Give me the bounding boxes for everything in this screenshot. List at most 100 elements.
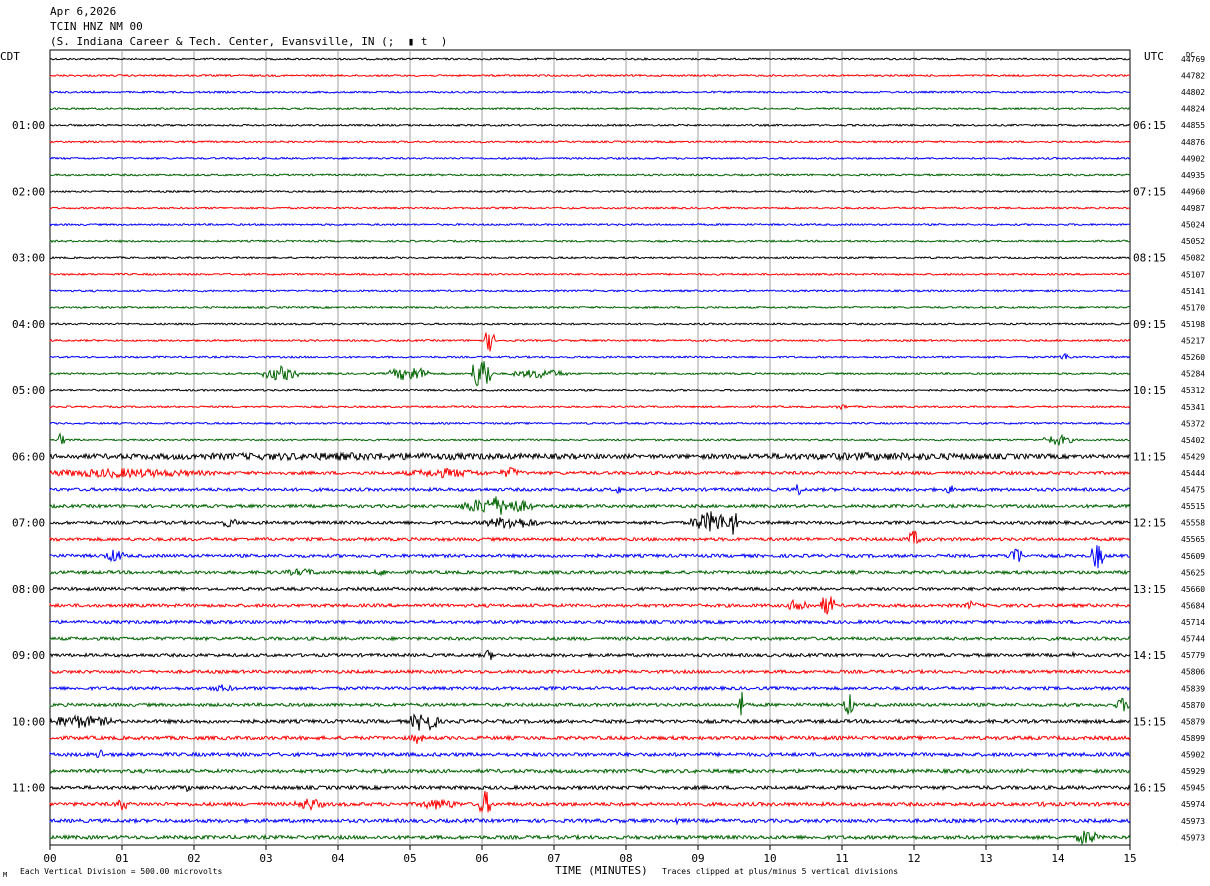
seismic-trace (49, 635, 1131, 642)
cdt-time-label: 01:00 (12, 119, 45, 132)
x-tick-label: 01 (115, 852, 128, 865)
seismic-trace (49, 816, 1131, 826)
x-tick-label: 04 (331, 852, 345, 865)
seismic-trace (49, 466, 1131, 479)
seismic-trace (49, 568, 1130, 577)
seismic-trace (49, 484, 1131, 496)
seismic-trace (49, 421, 1131, 426)
grid-lines (49, 49, 1131, 850)
x-tick-label: 06 (475, 852, 488, 865)
seismic-trace (49, 222, 1131, 227)
seismic-trace (49, 733, 1131, 744)
dc-value-label: 45806 (1181, 668, 1205, 677)
dc-value-label: 45609 (1181, 552, 1205, 561)
cdt-time-label: 06:00 (12, 450, 45, 463)
seismic-trace (49, 361, 1131, 387)
dc-value-label: 45444 (1181, 469, 1205, 478)
utc-time-label: 10:15 (1133, 384, 1166, 397)
seismic-trace (49, 585, 1131, 593)
seismic-trace (49, 691, 1131, 716)
utc-axis-label: UTC (1144, 50, 1164, 63)
seismic-trace (49, 388, 1131, 393)
dc-value-label: 45170 (1181, 303, 1205, 312)
dc-value-label: 45879 (1181, 717, 1205, 726)
x-tick-label: 15 (1123, 852, 1136, 865)
seismic-trace (49, 352, 1131, 360)
utc-time-label: 15:15 (1133, 715, 1166, 728)
dc-value-label: 45945 (1181, 784, 1205, 793)
x-tick-label: 08 (619, 852, 632, 865)
seismic-trace (49, 545, 1130, 569)
x-tick-label: 14 (1051, 852, 1065, 865)
seismic-trace (49, 332, 1131, 352)
clip-note: Traces clipped at plus/minus 5 vertical … (662, 867, 898, 876)
utc-time-label: 09:15 (1133, 318, 1166, 331)
x-tick-label: 02 (187, 852, 200, 865)
seismic-trace (49, 767, 1131, 775)
seismic-trace (49, 239, 1131, 244)
dc-value-label: 44824 (1181, 105, 1205, 114)
seismic-trace (49, 790, 1131, 814)
utc-time-label: 16:15 (1133, 782, 1166, 795)
dc-value-label: 45312 (1181, 386, 1205, 395)
seismic-trace (49, 57, 1131, 61)
dc-value-label: 45973 (1181, 817, 1205, 826)
dc-value-label: 45744 (1181, 635, 1205, 644)
dc-value-label: 45558 (1181, 519, 1205, 528)
seismic-trace (49, 90, 1130, 95)
cdt-time-label: 04:00 (12, 318, 45, 331)
x-tick-label: 00 (43, 852, 56, 865)
dc-value-label: 44902 (1181, 154, 1205, 163)
dc-value-label: 44782 (1181, 72, 1205, 81)
utc-time-label: 13:15 (1133, 583, 1166, 596)
dc-value-label: 45372 (1181, 419, 1205, 428)
cdt-time-label: 07:00 (12, 517, 45, 530)
seismic-trace (49, 830, 1131, 846)
seismic-trace (49, 511, 1131, 535)
dc-value-label: 45284 (1181, 370, 1205, 379)
dc-value-label: 45839 (1181, 684, 1205, 693)
cdt-time-label: 11:00 (12, 782, 45, 795)
x-tick-label: 10 (763, 852, 776, 865)
plot-frame (49, 49, 1131, 846)
dc-value-label: 45974 (1181, 800, 1205, 809)
dc-value-label: 45198 (1181, 320, 1205, 329)
seismic-trace (49, 173, 1131, 177)
dc-value-label: 45684 (1181, 601, 1205, 610)
cdt-time-label: 05:00 (12, 384, 45, 397)
cdt-time-label: 02:00 (12, 185, 45, 198)
location-label: (S. Indiana Career & Tech. Center, Evans… (50, 35, 448, 48)
utc-time-label: 08:15 (1133, 252, 1166, 265)
seismic-trace (49, 305, 1131, 310)
dc-value-label: 44769 (1181, 55, 1205, 64)
dc-value-label: 45625 (1181, 568, 1205, 577)
utc-time-label: 14:15 (1133, 649, 1166, 662)
cdt-axis-label: CDT (0, 50, 20, 63)
x-tick-label: 13 (979, 852, 992, 865)
trace-group (49, 57, 1131, 846)
scale-note: Each Vertical Division = 500.00 microvol… (20, 867, 222, 876)
cdt-time-label: 09:00 (12, 649, 45, 662)
seismic-trace (49, 451, 1131, 462)
seismic-trace (49, 156, 1131, 161)
seismic-trace (49, 73, 1131, 78)
dc-value-label: 44935 (1181, 171, 1205, 180)
dc-value-label: 45052 (1181, 237, 1205, 246)
x-tick-label: 12 (907, 852, 920, 865)
seismic-trace (49, 123, 1131, 128)
seismic-trace (49, 649, 1131, 661)
dc-value-label: 45024 (1181, 221, 1205, 230)
dc-value-label: 45870 (1181, 701, 1205, 710)
station-label: TCIN HNZ NM 00 (50, 20, 143, 33)
seismic-trace (49, 432, 1131, 446)
dc-value-label: 45660 (1181, 585, 1205, 594)
seismic-trace (49, 322, 1131, 326)
dc-value-label: 44876 (1181, 138, 1205, 147)
seismic-trace (49, 139, 1131, 144)
dc-value-label: 45217 (1181, 337, 1205, 346)
dc-value-label: 45714 (1181, 618, 1205, 627)
utc-time-label: 11:15 (1133, 450, 1166, 463)
date-label: Apr 6,2026 (50, 5, 117, 18)
x-tick-label: 09 (691, 852, 704, 865)
